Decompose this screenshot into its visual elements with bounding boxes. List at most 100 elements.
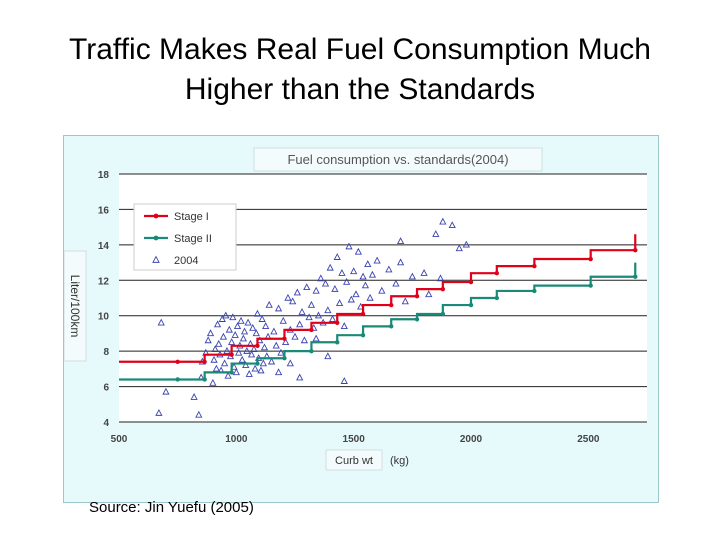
x-axis-label: Curb wt — [335, 455, 373, 467]
legend-marker-stage-1 — [153, 213, 159, 219]
y-tick-label: 18 — [98, 170, 110, 181]
data-point-2004 — [401, 297, 409, 305]
stage-2-marker — [468, 302, 474, 308]
data-point-2004 — [281, 338, 290, 345]
legend-label-stage-1: Stage I — [174, 211, 209, 223]
data-point-2004 — [212, 364, 221, 372]
data-point-2004 — [303, 283, 311, 291]
data-point-2004 — [258, 315, 266, 322]
data-point-2004 — [307, 300, 316, 308]
stage-2-marker — [202, 377, 207, 382]
data-point-2004 — [448, 221, 456, 229]
stage-2-marker — [414, 317, 420, 322]
stage-2-marker — [229, 370, 234, 375]
data-point-2004 — [286, 359, 294, 367]
y-tick-label: 12 — [98, 276, 110, 287]
data-point-2004 — [251, 364, 259, 372]
series-layer — [119, 217, 638, 418]
data-point-2004 — [300, 336, 309, 344]
stage-2-marker — [255, 361, 260, 366]
data-point-2004 — [225, 325, 233, 333]
data-point-2004 — [204, 336, 212, 344]
data-point-2004 — [252, 329, 260, 337]
data-point-2004 — [296, 373, 304, 381]
data-point-2004 — [328, 315, 337, 322]
data-point-2004 — [425, 290, 433, 298]
data-point-2004 — [155, 408, 163, 416]
data-point-2004 — [347, 295, 355, 303]
slide-title-line-1: Traffic Makes Real Fuel Consumption Much — [69, 33, 651, 66]
data-point-2004 — [233, 322, 242, 330]
data-point-2004 — [396, 258, 405, 266]
slide-title-line-2: Higher than the Standards — [184, 73, 536, 106]
stage-1-marker — [389, 302, 394, 308]
slide-title: Traffic Makes Real Fuel Consumption Much… — [0, 30, 720, 110]
data-point-2004 — [262, 322, 270, 330]
data-point-2004 — [260, 343, 269, 351]
data-point-2004 — [243, 346, 251, 354]
data-point-2004 — [270, 327, 278, 335]
chart-title: Fuel consumption vs. standards(2004) — [287, 152, 508, 167]
data-point-2004 — [342, 277, 351, 285]
data-point-2004 — [249, 323, 257, 331]
stage-2-marker — [494, 295, 500, 301]
stage-2-marker — [532, 288, 537, 294]
data-point-2004 — [257, 366, 265, 374]
stage-2-marker — [335, 340, 340, 345]
legend-items — [144, 213, 168, 263]
data-point-2004 — [279, 316, 287, 324]
data-point-2004 — [228, 338, 236, 345]
stage-1-marker — [468, 279, 474, 285]
stage-2-marker — [309, 348, 314, 354]
data-point-2004 — [298, 308, 306, 315]
data-point-2004 — [361, 281, 370, 289]
data-point-2004 — [335, 299, 344, 307]
data-point-2004 — [229, 313, 237, 321]
data-point-2004 — [354, 247, 362, 255]
source-note: Source: Jin Yuefu (2005) — [89, 499, 254, 516]
data-point-2004 — [293, 288, 301, 296]
y-tick-label: 8 — [103, 347, 109, 358]
data-point-2004 — [291, 332, 299, 340]
data-point-2004 — [223, 346, 231, 354]
fuel-consumption-chart: 4 6 8 10 12 14 16 18 500 1000 1500 2000 2500 Fuel c… — [64, 147, 647, 471]
data-point-2004 — [364, 260, 372, 268]
data-point-2004 — [331, 284, 339, 292]
stage-1-marker — [309, 327, 314, 333]
data-point-2004 — [312, 334, 320, 342]
data-point-2004 — [224, 371, 232, 379]
data-point-2004 — [432, 230, 440, 237]
data-point-2004 — [259, 359, 267, 367]
stage-2-marker — [389, 324, 394, 329]
stage-1-marker — [282, 336, 287, 341]
data-point-2004 — [218, 315, 226, 322]
data-point-2004 — [378, 286, 386, 294]
stage-1-marker — [229, 352, 234, 357]
data-point-2004 — [220, 359, 229, 367]
x-tick-label: 500 — [111, 434, 128, 445]
data-point-2004 — [408, 272, 416, 280]
stage-1-marker — [202, 359, 207, 364]
stage-2-marker — [175, 377, 180, 382]
data-point-2004 — [210, 355, 218, 363]
data-point-2004 — [157, 318, 165, 326]
stage-2-marker — [633, 274, 638, 279]
data-point-2004 — [231, 331, 239, 338]
stage-2-marker — [360, 333, 366, 338]
data-point-2004 — [392, 279, 400, 287]
data-point-2004 — [247, 350, 256, 358]
data-point-2004 — [244, 318, 252, 326]
data-point-2004 — [265, 300, 273, 308]
data-point-2004 — [239, 334, 248, 342]
legend-label-2004: 2004 — [174, 255, 198, 267]
data-point-2004 — [213, 320, 222, 328]
stage-1-marker — [360, 311, 366, 317]
stage-1-marker — [335, 320, 340, 325]
stage-2-marker — [588, 283, 593, 288]
data-point-2004 — [245, 370, 253, 377]
data-point-2004 — [162, 387, 170, 395]
data-point-2004 — [222, 311, 230, 319]
data-point-2004 — [436, 274, 445, 282]
x-tick-label: 1000 — [225, 434, 248, 445]
data-point-2004 — [373, 256, 381, 264]
